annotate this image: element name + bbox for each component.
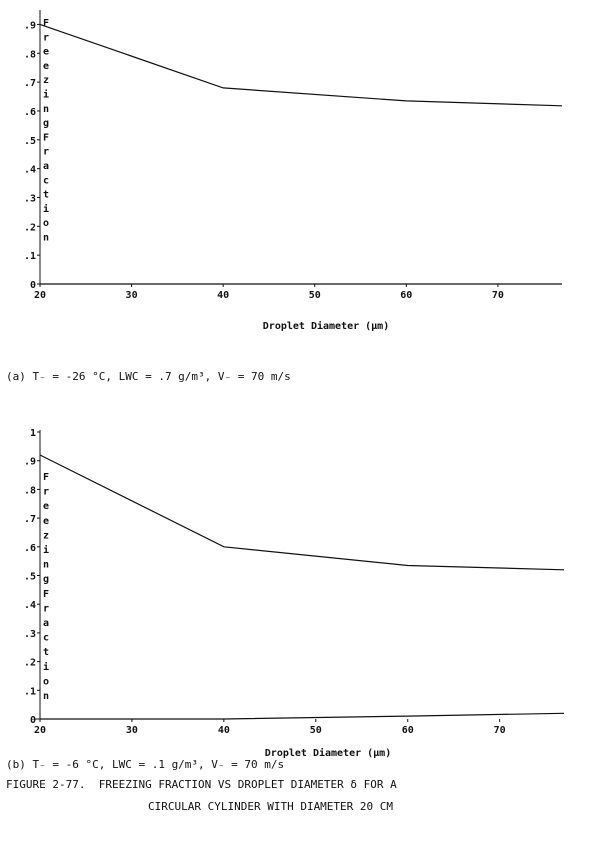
b-y-label-letter: n <box>43 560 49 571</box>
b-y-tick-label: .9 <box>24 457 36 468</box>
a-y-label-letter: o <box>43 218 49 229</box>
chart-b-x-ticks: 20 30 40 50 60 70 <box>34 719 506 736</box>
b-y-tick-label: .1 <box>24 686 36 697</box>
b-y-label-letter: t <box>43 647 49 658</box>
chart-b-x-label: Droplet Diameter (µm) <box>265 747 391 758</box>
chart-a-x-label: Droplet Diameter (µm) <box>263 320 389 332</box>
a-y-label-letter: r <box>43 147 49 158</box>
b-y-label-letter: e <box>43 516 49 527</box>
a-y-label-letter: e <box>43 61 49 72</box>
a-y-tick-label: .2 <box>24 222 36 233</box>
figure-title-line-2: CIRCULAR CYLINDER WITH DIAMETER 20 CM <box>148 800 590 813</box>
a-y-label-letter: g <box>43 118 49 129</box>
a-series-line-1 <box>40 24 562 105</box>
a-y-label-letter: i <box>43 89 49 101</box>
a-y-tick-label: .3 <box>24 193 36 204</box>
a-y-label-letter: r <box>43 32 49 43</box>
a-y-tick-label: .4 <box>24 165 36 176</box>
b-y-tick-label: .8 <box>24 485 36 496</box>
b-series-line-1 <box>40 455 564 570</box>
b-y-tick-label: .3 <box>24 629 36 640</box>
a-y-label-letter: z <box>43 75 49 86</box>
b-y-tick-label: .5 <box>24 572 36 583</box>
b-y-label-letter: F <box>43 589 49 600</box>
chart-b-caption: (b) T₋ = -6 °C, LWC = .1 g/m³, V₋ = 70 m… <box>6 758 284 771</box>
figure-title-line-1: FIGURE 2-77. FREEZING FRACTION VS DROPLE… <box>6 778 590 791</box>
b-y-tick-label: 1 <box>30 428 36 439</box>
b-y-label-letter: r <box>43 487 49 498</box>
a-y-label-letter: a <box>43 161 49 172</box>
chart-a-x-ticks: 20 30 40 50 60 70 <box>34 284 504 301</box>
a-x-tick-label: 70 <box>492 290 504 301</box>
chart-a: 0.1.2.3.4.5.6.7.8.9 20 30 40 50 60 70 Freezin… <box>0 0 590 340</box>
a-y-tick-label: .9 <box>24 20 36 31</box>
b-y-tick-label: .2 <box>24 658 36 669</box>
a-y-tick-label: .6 <box>24 107 36 118</box>
chart-a-series <box>40 24 562 284</box>
b-y-label-letter: z <box>43 530 49 541</box>
a-y-label-letter: c <box>43 175 49 186</box>
a-y-tick-label: .8 <box>24 49 36 60</box>
b-y-tick-label: .7 <box>24 514 36 525</box>
b-y-label-letter: g <box>43 574 49 585</box>
b-x-tick-label: 20 <box>34 725 46 736</box>
a-x-tick-label: 40 <box>217 290 229 301</box>
a-x-tick-label: 20 <box>34 290 46 301</box>
a-y-tick-label: .7 <box>24 78 36 89</box>
b-series-line-2 <box>40 713 564 719</box>
b-x-tick-label: 30 <box>126 725 138 736</box>
chart-b-y-ticks: 0.1.2.3.4.5.6.7.8.91 <box>24 428 40 726</box>
b-y-label-letter: c <box>43 633 49 644</box>
b-y-tick-label: .4 <box>24 600 36 611</box>
b-y-label-letter: i <box>43 661 49 673</box>
b-x-tick-label: 70 <box>494 725 506 736</box>
a-y-label-letter: n <box>43 104 49 115</box>
a-y-label-letter: F <box>43 132 49 143</box>
a-y-label-letter: n <box>43 233 49 244</box>
chart-b-series <box>40 455 564 719</box>
b-x-tick-label: 50 <box>310 725 322 736</box>
b-y-label-letter: F <box>43 472 49 483</box>
a-x-tick-label: 60 <box>400 290 412 301</box>
a-x-tick-label: 50 <box>309 290 321 301</box>
b-x-tick-label: 60 <box>402 725 414 736</box>
b-y-label-letter: r <box>43 603 49 614</box>
a-y-label-letter: e <box>43 47 49 58</box>
a-x-tick-label: 30 <box>126 290 138 301</box>
chart-b: 0.1.2.3.4.5.6.7.8.91 20 30 40 50 60 70 Freezi… <box>0 418 590 758</box>
a-y-tick-label: .5 <box>24 136 36 147</box>
b-y-tick-label: .6 <box>24 543 36 554</box>
b-y-label-letter: i <box>43 544 49 556</box>
a-y-label-letter: i <box>43 203 49 215</box>
b-y-label-letter: a <box>43 618 49 629</box>
a-y-tick-label: .1 <box>24 251 36 262</box>
chart-a-y-ticks: 0.1.2.3.4.5.6.7.8.9 <box>24 20 40 291</box>
b-y-label-letter: n <box>43 691 49 702</box>
a-y-label-letter: t <box>43 190 49 201</box>
b-y-label-letter: o <box>43 676 49 687</box>
b-x-tick-label: 40 <box>218 725 230 736</box>
chart-a-caption: (a) T₋ = -26 °C, LWC = .7 g/m³, V₋ = 70 … <box>6 370 291 383</box>
b-y-label-letter: e <box>43 501 49 512</box>
